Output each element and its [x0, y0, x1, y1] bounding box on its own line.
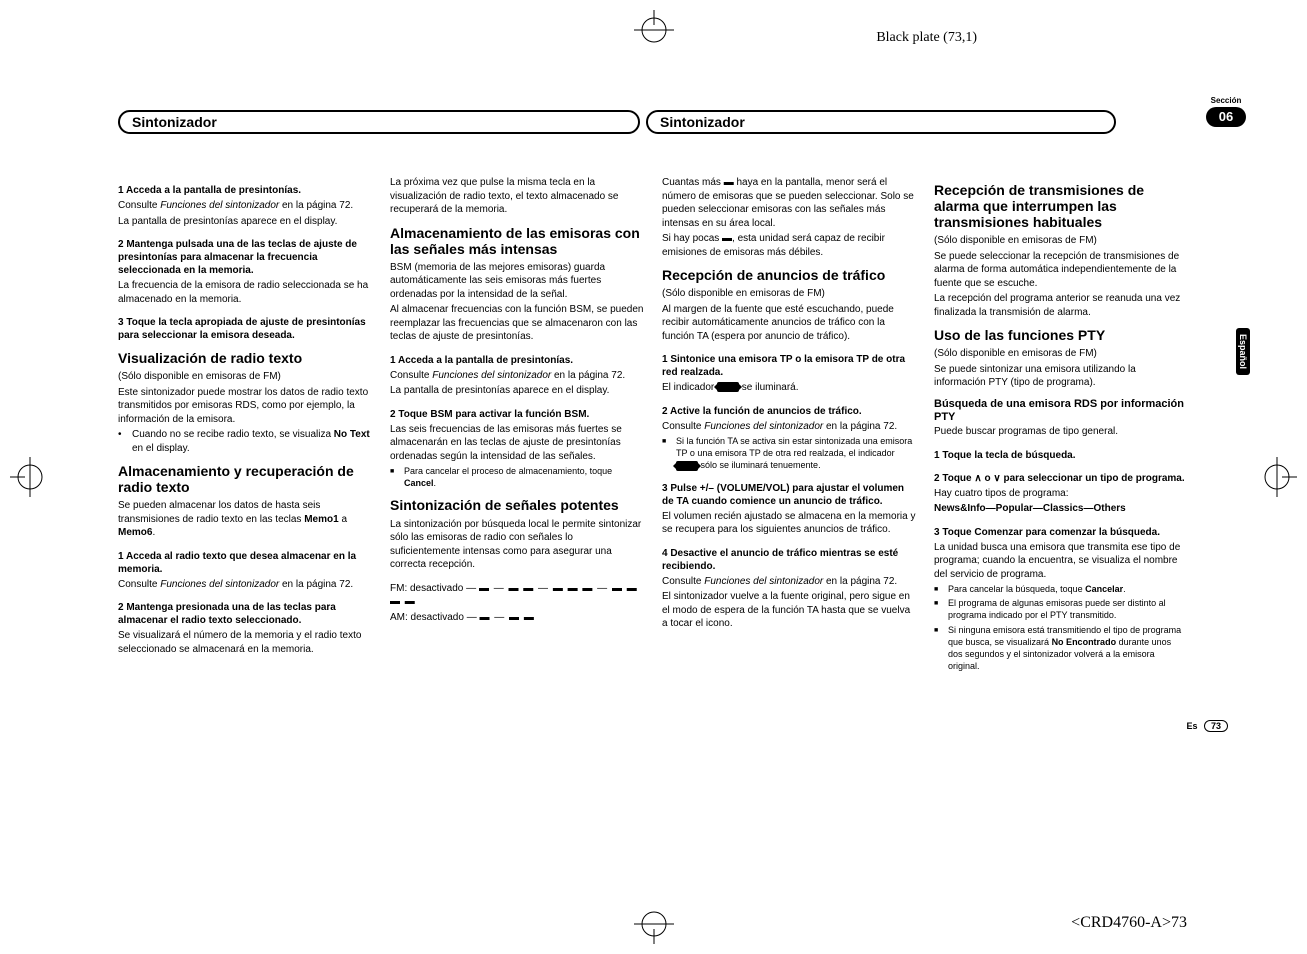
c3-h2-ta: Recepción de anuncios de tráfico	[662, 267, 916, 283]
column-2: La próxima vez que pulse la misma tecla …	[390, 174, 644, 672]
c4-h2-pty: Uso de las funciones PTY	[934, 327, 1188, 343]
tp-indicator-icon	[676, 461, 698, 471]
c1-step2-p1: La frecuencia de la emisora de radio sel…	[118, 279, 372, 306]
c4-a-p2: Se puede seleccionar la recepción de tra…	[934, 250, 1188, 291]
c4-step2-opts: News&Info—Popular—Classics—Others	[934, 502, 1188, 516]
c1-a-p1: (Sólo disponible en emisoras de FM)	[118, 370, 372, 384]
c1-step1-p2: La pantalla de presintonías aparece en e…	[118, 215, 372, 229]
column-1: 1 Acceda a la pantalla de presintonías. …	[118, 174, 372, 672]
tp-indicator-icon	[717, 382, 739, 392]
blackplate-label: Black plate (73,1)	[876, 30, 977, 46]
c1-step5: 2 Mantenga presionada una de las teclas …	[118, 601, 372, 627]
page-content: Sintonizador Sintonizador Sección 06 Esp…	[118, 110, 1188, 672]
c3-step4-ref: Consulte Funciones del sintonizador en l…	[662, 575, 916, 589]
c4-step2-p1: Hay cuatro tipos de programa:	[934, 487, 1188, 501]
c4-a-p3: La recepción del programa anterior se re…	[934, 292, 1188, 319]
caret-up-icon	[974, 473, 981, 484]
c3-step3-p1: El volumen recién ajustado se almacena e…	[662, 510, 916, 537]
doc-reference: <CRD4760-A>73	[1071, 914, 1187, 932]
caret-down-icon	[993, 473, 1000, 484]
c1-step4: 1 Acceda al radio texto que desea almace…	[118, 550, 372, 576]
column-3: Cuantas más ▬ haya en la pantalla, menor…	[662, 174, 916, 672]
c3-a-p1: (Sólo disponible en emisoras de FM)	[662, 287, 916, 301]
c3-step4: 4 Desactive el anuncio de tráfico mientr…	[662, 547, 916, 573]
c4-step2: 2 Toque o para seleccionar un tipo de pr…	[934, 472, 1188, 485]
header-pill-left: Sintonizador	[118, 110, 640, 134]
c2-h2-bsm: Almacenamiento de las emisoras con las s…	[390, 225, 644, 257]
section-badge: Sección 06	[1206, 96, 1246, 127]
c1-a-p2: Este sintonizador puede mostrar los dato…	[118, 386, 372, 427]
c2-step1: 1 Acceda a la pantalla de presintonías.	[390, 354, 644, 367]
cropmark-right	[1257, 457, 1297, 497]
column-4: Recepción de transmisiones de alarma que…	[934, 174, 1188, 672]
c2-fm-line: FM: desactivado — ▬ — ▬ ▬ — ▬ ▬ ▬ — ▬ ▬ …	[390, 582, 644, 609]
c2-h2-local: Sintonización de señales potentes	[390, 497, 644, 513]
c4-b-p2: Se puede sintonizar una emisora utilizan…	[934, 363, 1188, 390]
c2-a-p1: BSM (memoria de las mejores emisoras) gu…	[390, 261, 644, 302]
c4-step3: 3 Toque Comenzar para comenzar la búsque…	[934, 526, 1188, 539]
c1-h2-store: Almacenamiento y recuperación de radio t…	[118, 463, 372, 495]
c1-step1: 1 Acceda a la pantalla de presintonías.	[118, 184, 372, 197]
c2-am-line: AM: desactivado — ▬ — ▬ ▬	[390, 611, 644, 625]
c3-step1: 1 Sintonice una emisora TP o la emisora …	[662, 353, 916, 379]
c2-note-cancel: ■ Para cancelar el proceso de almacenami…	[390, 465, 644, 489]
c1-h2-radiotext: Visualización de radio texto	[118, 350, 372, 366]
c3-step3: 3 Pulse +/– (VOLUME/VOL) para ajustar el…	[662, 482, 916, 508]
cropmark-top	[634, 10, 674, 50]
c4-c-p1: Puede buscar programas de tipo general.	[934, 425, 1188, 439]
c3-step4-p2: El sintonizador vuelve a la fuente origi…	[662, 590, 916, 631]
c2-step2-p1: Las seis frecuencias de las emisoras más…	[390, 423, 644, 464]
page-footer: Es 73	[1186, 720, 1228, 732]
c1-step5-p1: Se visualizará el número de la memoria y…	[118, 629, 372, 656]
c4-b-p1: (Sólo disponible en emisoras de FM)	[934, 347, 1188, 361]
c1-step1-ref: Consulte Funciones del sintonizador en l…	[118, 199, 372, 213]
c4-note-diff: ■ El programa de algunas emisoras puede …	[934, 597, 1188, 621]
c4-step3-p1: La unidad busca una emisora que transmit…	[934, 541, 1188, 582]
c3-top2: Si hay pocas ▬, esta unidad será capaz d…	[662, 232, 916, 259]
header-bar: Sintonizador Sintonizador Sección 06	[118, 110, 1188, 134]
c1-step3: 3 Toque la tecla apropiada de ajuste de …	[118, 316, 372, 342]
c1-b-p1: Se pueden almacenar los datos de hasta s…	[118, 499, 372, 540]
c4-a-p1: (Sólo disponible en emisoras de FM)	[934, 234, 1188, 248]
section-label: Sección	[1206, 96, 1246, 105]
cropmark-bottom	[634, 904, 674, 944]
c2-step1-ref: Consulte Funciones del sintonizador en l…	[390, 369, 644, 383]
c1-bullet-notext: • Cuando no se recibe radio texto, se vi…	[118, 428, 372, 455]
c1-step4-ref: Consulte Funciones del sintonizador en l…	[118, 578, 372, 592]
c2-step1-p2: La pantalla de presintonías aparece en e…	[390, 384, 644, 398]
cropmark-left	[10, 457, 50, 497]
c3-step2-ref: Consulte Funciones del sintonizador en l…	[662, 420, 916, 434]
c4-note-notfound: ■ Si ninguna emisora está transmitiendo …	[934, 624, 1188, 673]
section-number: 06	[1206, 107, 1246, 127]
c3-step1-p1: El indicador se iluminará.	[662, 381, 916, 395]
c3-note-dim: ■ Si la función TA se activa sin estar s…	[662, 435, 916, 471]
c2-top: La próxima vez que pulse la misma tecla …	[390, 176, 644, 217]
c3-step2: 2 Active la función de anuncios de tráfi…	[662, 405, 916, 418]
c4-h3-search: Búsqueda de una emisora RDS por informac…	[934, 398, 1188, 423]
c3-a-p2: Al margen de la fuente que esté escuchan…	[662, 303, 916, 344]
c4-note-cancel: ■ Para cancelar la búsqueda, toque Cance…	[934, 583, 1188, 595]
header-pill-right: Sintonizador	[646, 110, 1116, 134]
language-tab: Español	[1236, 328, 1250, 375]
c4-h2-alarm: Recepción de transmisiones de alarma que…	[934, 182, 1188, 230]
c2-step2: 2 Toque BSM para activar la función BSM.	[390, 408, 644, 421]
page-number: 73	[1204, 720, 1228, 732]
c1-step2: 2 Mantenga pulsada una de las teclas de …	[118, 238, 372, 277]
c4-step1: 1 Toque la tecla de búsqueda.	[934, 449, 1188, 462]
c3-top: Cuantas más ▬ haya en la pantalla, menor…	[662, 176, 916, 230]
c2-b-p1: La sintonización por búsqueda local le p…	[390, 518, 644, 572]
c2-a-p2: Al almacenar frecuencias con la función …	[390, 303, 644, 344]
